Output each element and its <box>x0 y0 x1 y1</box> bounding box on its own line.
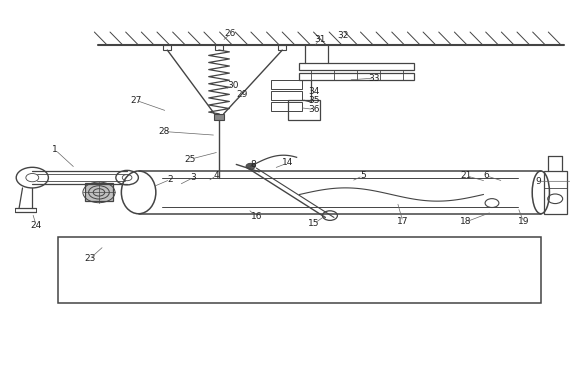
Bar <box>271 91 302 100</box>
Text: 28: 28 <box>159 127 170 136</box>
Bar <box>544 171 567 214</box>
Text: 30: 30 <box>228 81 239 90</box>
Bar <box>278 45 286 50</box>
Text: 16: 16 <box>251 212 262 221</box>
Bar <box>271 102 302 111</box>
Text: 24: 24 <box>31 221 42 230</box>
Text: 35: 35 <box>308 96 320 105</box>
Text: 25: 25 <box>185 155 196 164</box>
Bar <box>271 80 302 89</box>
Text: 18: 18 <box>460 217 472 226</box>
Text: 29: 29 <box>236 90 248 99</box>
Text: 3: 3 <box>190 173 196 182</box>
Text: 33: 33 <box>369 74 380 83</box>
Bar <box>164 45 171 50</box>
Text: 6: 6 <box>483 171 489 180</box>
Bar <box>58 236 541 303</box>
Text: 26: 26 <box>225 29 236 38</box>
Bar <box>300 63 414 70</box>
Circle shape <box>246 163 255 169</box>
Bar <box>215 45 223 50</box>
Text: 34: 34 <box>308 87 320 95</box>
Text: 5: 5 <box>360 171 366 180</box>
Text: 32: 32 <box>337 31 348 40</box>
Text: 14: 14 <box>282 158 294 167</box>
Text: 19: 19 <box>518 217 529 226</box>
Text: 27: 27 <box>130 96 142 105</box>
Bar <box>85 183 113 201</box>
Text: 31: 31 <box>314 35 325 44</box>
Text: 1: 1 <box>52 145 58 155</box>
Bar <box>214 114 223 120</box>
Text: 23: 23 <box>84 254 96 263</box>
Text: 9: 9 <box>535 177 541 186</box>
Text: 8: 8 <box>251 160 256 169</box>
Text: 36: 36 <box>308 105 320 114</box>
Bar <box>288 100 320 121</box>
Bar <box>300 73 414 80</box>
Text: 4: 4 <box>213 171 219 180</box>
Text: 17: 17 <box>397 217 409 226</box>
Text: 21: 21 <box>460 171 472 180</box>
Text: 2: 2 <box>168 175 173 184</box>
Text: 15: 15 <box>308 219 320 228</box>
